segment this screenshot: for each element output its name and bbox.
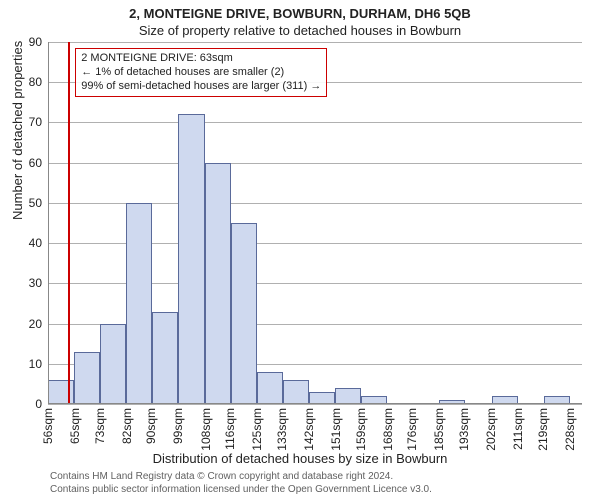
annotation-line: 2 MONTEIGNE DRIVE: 63sqm (81, 52, 321, 66)
y-tick-label: 10 (29, 357, 42, 371)
property-marker-line (68, 42, 70, 404)
x-tick-label: 202sqm (484, 408, 498, 451)
histogram-bar (178, 114, 204, 404)
histogram-bar (152, 312, 178, 405)
histogram-bar (335, 388, 361, 404)
histogram-bar (283, 380, 309, 404)
annotation-line: ← 1% of detached houses are smaller (2) (81, 66, 321, 80)
grid-line (48, 42, 582, 43)
attribution-text: Contains HM Land Registry data © Crown c… (50, 471, 432, 496)
grid-line (48, 163, 582, 164)
plot-area: 010203040506070809056sqm65sqm73sqm82sqm9… (48, 42, 582, 404)
y-tick-label: 60 (29, 156, 42, 170)
y-tick-label: 80 (29, 75, 42, 89)
y-axis-label: Number of detached properties (10, 41, 25, 220)
x-tick-label: 142sqm (302, 408, 316, 451)
x-tick-label: 168sqm (381, 408, 395, 451)
y-tick-label: 50 (29, 196, 42, 210)
y-tick-label: 70 (29, 115, 42, 129)
x-tick-label: 228sqm (563, 408, 577, 451)
histogram-bar (231, 223, 257, 404)
chart-title-main: 2, MONTEIGNE DRIVE, BOWBURN, DURHAM, DH6… (0, 0, 600, 21)
annotation-line: 99% of semi-detached houses are larger (… (81, 80, 321, 94)
attribution-line2: Contains public sector information licen… (50, 484, 432, 497)
grid-line (48, 122, 582, 123)
y-tick-label: 40 (29, 236, 42, 250)
x-axis-label: Distribution of detached houses by size … (0, 451, 600, 466)
x-tick-label: 151sqm (329, 408, 343, 451)
x-tick-label: 193sqm (457, 408, 471, 451)
x-tick-label: 90sqm (144, 408, 158, 444)
x-tick-label: 99sqm (171, 408, 185, 444)
chart-title-sub: Size of property relative to detached ho… (0, 21, 600, 38)
histogram-bar (100, 324, 126, 404)
x-tick-label: 65sqm (68, 408, 82, 444)
y-tick-label: 20 (29, 317, 42, 331)
x-tick-label: 82sqm (120, 408, 134, 444)
annotation-box: 2 MONTEIGNE DRIVE: 63sqm← 1% of detached… (75, 48, 327, 97)
x-tick-label: 56sqm (41, 408, 55, 444)
x-tick-label: 108sqm (199, 408, 213, 451)
x-tick-label: 176sqm (405, 408, 419, 451)
x-tick-label: 116sqm (223, 408, 237, 450)
x-tick-label: 125sqm (250, 408, 264, 451)
x-tick-label: 133sqm (275, 408, 289, 451)
x-tick-label: 211sqm (511, 408, 525, 450)
histogram-bar (205, 163, 231, 404)
x-tick-label: 159sqm (354, 408, 368, 451)
grid-line (48, 404, 582, 405)
histogram-bar (74, 352, 100, 404)
x-tick-label: 73sqm (93, 408, 107, 444)
histogram-bar (257, 372, 283, 404)
histogram-bar (126, 203, 152, 404)
attribution-line1: Contains HM Land Registry data © Crown c… (50, 471, 432, 484)
x-tick-label: 219sqm (536, 408, 550, 451)
y-tick-label: 90 (29, 35, 42, 49)
x-tick-label: 185sqm (432, 408, 446, 451)
y-tick-label: 30 (29, 276, 42, 290)
